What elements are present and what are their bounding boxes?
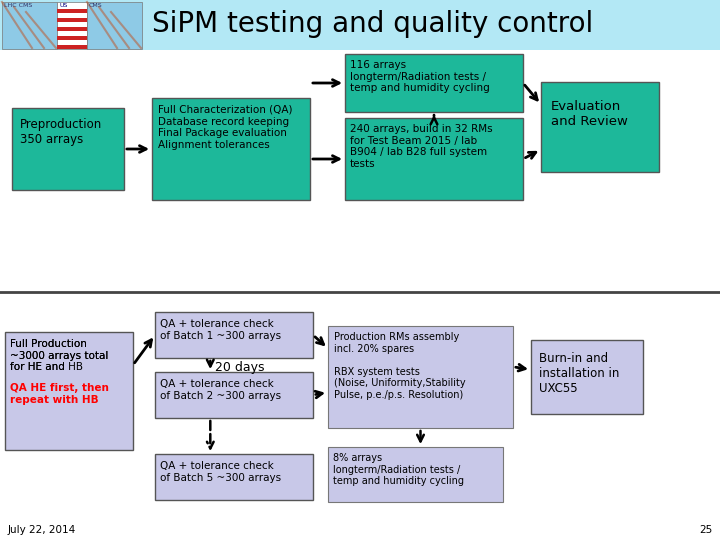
Bar [87,2,142,49]
Bar [152,98,310,200]
Text: Full Production
~3000 arrays total
for HE and HB: Full Production ~3000 arrays total for H… [10,339,109,372]
Text: QA + tolerance check
of Batch 2 ~300 arrays: QA + tolerance check of Batch 2 ~300 arr… [160,379,281,401]
Text: Preproduction
350 arrays: Preproduction 350 arrays [20,118,102,146]
Text: Production RMs assembly
incl. 20% spares

RBX system tests
(Noise, Uniformity,St: Production RMs assembly incl. 20% spares… [334,332,466,400]
Bar [57,26,87,31]
Bar [57,17,87,22]
Text: 25: 25 [698,525,712,535]
Text: 20 days: 20 days [215,361,265,375]
Bar [155,454,313,500]
Text: July 22, 2014: July 22, 2014 [8,525,76,535]
Bar [155,372,313,418]
Text: Full Characterization (QA)
Database record keeping
Final Package evaluation
Alig: Full Characterization (QA) Database reco… [158,105,292,150]
Text: 116 arrays
longterm/Radiation tests /
temp and humidity cycling: 116 arrays longterm/Radiation tests / te… [350,60,490,93]
Bar [328,326,513,428]
Bar [57,2,87,49]
Text: SiPM testing and quality control: SiPM testing and quality control [152,10,593,38]
Text: LHC CMS: LHC CMS [4,3,32,8]
Text: QA HE first, then
repeat with HB: QA HE first, then repeat with HB [10,383,109,404]
Bar [345,118,523,200]
Text: Burn-in and
installation in
UXC55: Burn-in and installation in UXC55 [539,352,619,395]
Text: Evaluation
and Review: Evaluation and Review [551,100,628,128]
Bar [57,36,87,40]
Bar [12,108,124,190]
Bar [2,2,57,49]
Bar [57,9,87,13]
Text: 240 arrays, build in 32 RMs
for Test Beam 2015 / lab
B904 / lab B28 full system
: 240 arrays, build in 32 RMs for Test Bea… [350,124,492,169]
Bar [541,82,659,172]
Bar [345,54,523,112]
Text: CMS: CMS [89,3,103,8]
Bar [155,312,313,358]
Bar [328,447,503,502]
Text: US: US [59,3,68,8]
Text: 8% arrays
longterm/Radiation tests /
temp and humidity cycling: 8% arrays longterm/Radiation tests / tem… [333,453,464,486]
Bar [5,332,133,450]
Bar [57,44,87,49]
Text: Full Production
~3000 arrays total
for HE and: Full Production ~3000 arrays total for H… [10,339,109,372]
Text: QA + tolerance check
of Batch 5 ~300 arrays: QA + tolerance check of Batch 5 ~300 arr… [160,461,281,483]
Bar [531,340,643,414]
Text: QA + tolerance check
of Batch 1 ~300 arrays: QA + tolerance check of Batch 1 ~300 arr… [160,319,281,341]
Bar [0,0,720,50]
